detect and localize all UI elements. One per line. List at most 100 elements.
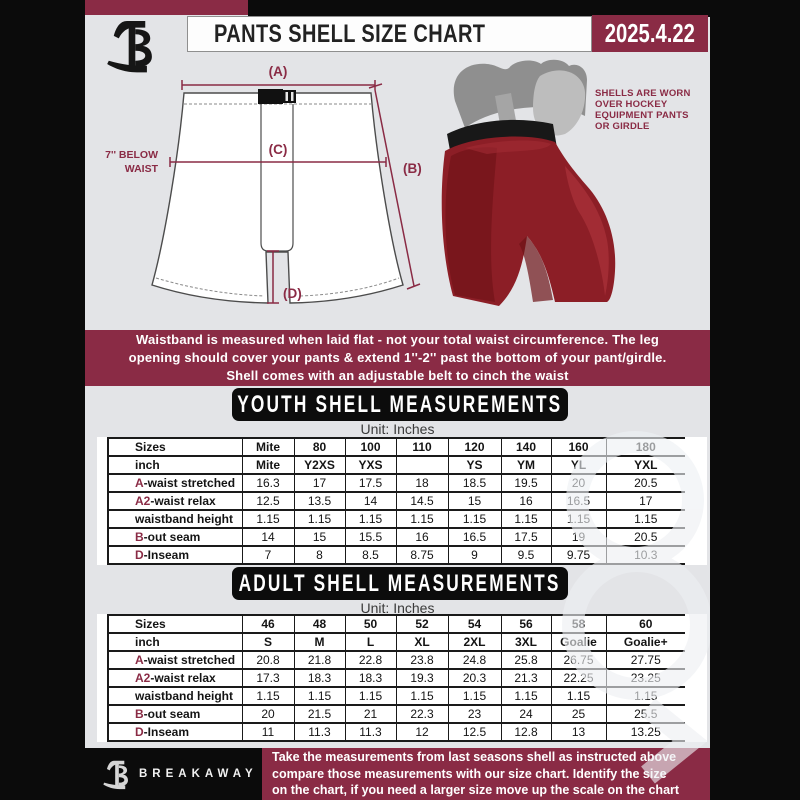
- value-cell: 7: [241, 545, 294, 565]
- top-black-strip: [248, 0, 710, 17]
- youth-header-row: Sizes Mite 80 100 110 120 140 160 180: [107, 437, 685, 457]
- value-cell: 1.15: [605, 509, 685, 529]
- value-cell: 16: [500, 491, 551, 511]
- row-label: inch: [107, 632, 242, 652]
- value-cell: 12.5: [447, 722, 501, 742]
- footer-note: Take the measurements from last seasons …: [262, 748, 710, 800]
- value-cell: 1.15: [447, 509, 501, 529]
- text-line: on the chart, if you need a larger size …: [272, 783, 680, 798]
- date-badge: 2025.4.22: [592, 15, 708, 52]
- text-line: OR GIRDLE: [595, 121, 650, 132]
- value-cell: 1.15: [293, 686, 345, 706]
- value-cell: 22.25: [550, 668, 606, 688]
- value-cell: 1.15: [241, 686, 294, 706]
- value-cell: 24: [500, 704, 551, 724]
- value-cell: 17.5: [344, 473, 396, 493]
- value-cell: 1.15: [344, 686, 396, 706]
- value-cell: 25.5: [605, 704, 685, 724]
- section-banner-adult: ADULT SHELL MEASUREMENTS: [232, 567, 568, 600]
- text-line: opening should cover your pants & extend…: [128, 350, 667, 365]
- value-cell: 1.15: [550, 509, 606, 529]
- column-header: 54: [447, 614, 501, 634]
- row-label: D-Inseam: [107, 722, 242, 742]
- column-header: 80: [293, 437, 345, 457]
- youth-table-card: Sizes Mite 80 100 110 120 140 160 180 inch Mite Y2…: [97, 437, 707, 565]
- row-label: waistband height: [107, 509, 242, 529]
- table-row: A2-waist relax 12.5 13.5 14 14.5 15 16 16.5 17: [107, 491, 685, 511]
- column-header: 56: [500, 614, 551, 634]
- value-cell: 12.5: [241, 491, 294, 511]
- column-header: 50: [344, 614, 396, 634]
- value-cell: 17: [293, 473, 345, 493]
- value-cell: 18.3: [344, 668, 396, 688]
- adult-size-table: Sizes 46 48 50 52 54 56 58 60 inch S M L XL 2XL 3XL Goa…: [107, 614, 685, 742]
- value-cell: 1.15: [293, 509, 345, 529]
- value-cell: 1.15: [395, 686, 448, 706]
- value-cell: 12.8: [500, 722, 551, 742]
- unit-label-youth: Unit: Inches: [360, 421, 435, 437]
- column-header: 160: [550, 437, 606, 457]
- youth-size-table: Sizes Mite 80 100 110 120 140 160 180 inch Mite Y2…: [107, 437, 685, 565]
- value-cell: 18.5: [447, 473, 501, 493]
- value-cell: Goalie: [550, 632, 606, 652]
- value-cell: 1.15: [241, 509, 294, 529]
- value-cell: 1.15: [447, 686, 501, 706]
- value-cell: 2XL: [447, 632, 501, 652]
- value-cell: XL: [395, 632, 448, 652]
- adult-table-card: Sizes 46 48 50 52 54 56 58 60 inch S M L XL 2XL 3XL Goa…: [97, 614, 707, 742]
- value-cell: 20.5: [605, 473, 685, 493]
- value-cell: 1.15: [344, 509, 396, 529]
- column-header: 60: [605, 614, 685, 634]
- measure-line-b: [368, 83, 421, 290]
- value-cell: 1.15: [550, 686, 606, 706]
- value-cell: Mite: [241, 455, 294, 475]
- value-cell: 9.5: [500, 545, 551, 565]
- value-cell: 20.3: [447, 668, 501, 688]
- adult-banner-text: ADULT SHELL MEASUREMENTS: [239, 569, 561, 597]
- size-chart-page: PANTS SHELL SIZE CHART 2025.4.22 (A) (B)…: [85, 0, 710, 800]
- value-cell: 23: [447, 704, 501, 724]
- table-row: inch S M L XL 2XL 3XL Goalie Goalie+: [107, 632, 685, 652]
- row-label: B-out seam: [107, 704, 242, 724]
- footer-brand-block: BREAKAWAY: [85, 748, 262, 800]
- table-row: D-Inseam 7 8 8.5 8.75 9 9.5 9.75 10.3: [107, 545, 685, 565]
- waist-note-line1: 7'' BELOW: [105, 149, 158, 161]
- column-header: 110: [395, 437, 448, 457]
- column-header: 100: [344, 437, 396, 457]
- column-header: 180: [605, 437, 685, 457]
- value-cell: 20.5: [605, 527, 685, 547]
- measure-line-d: [267, 250, 279, 304]
- value-cell: YXL: [605, 455, 685, 475]
- value-cell: 21.3: [500, 668, 551, 688]
- shorts-outline: [151, 92, 404, 304]
- table-row: B-out seam 14 15 15.5 16 16.5 17.5 19 20.5: [107, 527, 685, 547]
- value-cell: 15: [293, 527, 345, 547]
- row-label: A2-waist relax: [107, 491, 242, 511]
- text-line: Waistband is measured when laid flat - n…: [135, 332, 660, 347]
- value-cell: 19.3: [395, 668, 448, 688]
- shell-top-highlight: [465, 140, 551, 154]
- value-cell: 19.5: [500, 473, 551, 493]
- text-line: OVER HOCKEY: [595, 99, 668, 110]
- column-header: 140: [500, 437, 551, 457]
- value-cell: 1.15: [500, 509, 551, 529]
- measure-label-a: (A): [269, 64, 288, 79]
- value-cell: 21.8: [293, 650, 345, 670]
- value-cell: 8.5: [344, 545, 396, 565]
- value-cell: 1.15: [395, 509, 448, 529]
- value-cell: 8: [293, 545, 345, 565]
- value-cell: Goalie+: [605, 632, 685, 652]
- text-line: Take the measurements from last seasons …: [272, 750, 677, 765]
- waist-note-line2: WAIST: [125, 163, 159, 175]
- value-cell: 1.15: [500, 686, 551, 706]
- value-cell: [395, 455, 448, 475]
- photo-note: SHELLS ARE WORN OVER HOCKEY EQUIPMENT PANT…: [595, 88, 710, 132]
- value-cell: 21.5: [293, 704, 345, 724]
- value-cell: 11: [241, 722, 294, 742]
- value-cell: 14: [241, 527, 294, 547]
- value-cell: 20: [241, 704, 294, 724]
- table-row: A-waist stretched 20.8 21.8 22.8 23.8 24.8 25.…: [107, 650, 685, 670]
- page-title: PANTS SHELL SIZE CHART: [214, 19, 486, 48]
- youth-banner-text: YOUTH SHELL MEASUREMENTS: [237, 390, 563, 418]
- row-label: B-out seam: [107, 527, 242, 547]
